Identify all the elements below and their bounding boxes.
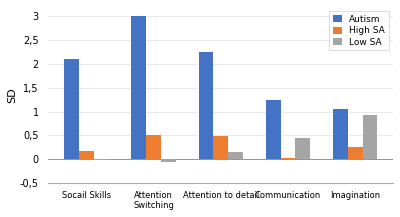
Y-axis label: SD: SD: [7, 87, 17, 103]
Bar: [333, 109, 348, 159]
Bar: [79, 151, 94, 159]
Bar: [228, 152, 243, 159]
Bar: [363, 115, 377, 159]
Bar: [348, 147, 363, 159]
Bar: [64, 59, 79, 159]
Bar: [161, 159, 176, 162]
Bar: [295, 138, 310, 159]
Bar: [198, 52, 213, 159]
Bar: [266, 100, 280, 159]
Legend: Autism, High SA, Low SA: Autism, High SA, Low SA: [329, 12, 388, 50]
Bar: [280, 158, 295, 159]
Bar: [213, 136, 228, 159]
Bar: [146, 135, 161, 159]
Bar: [131, 16, 146, 159]
Bar: [94, 159, 108, 160]
